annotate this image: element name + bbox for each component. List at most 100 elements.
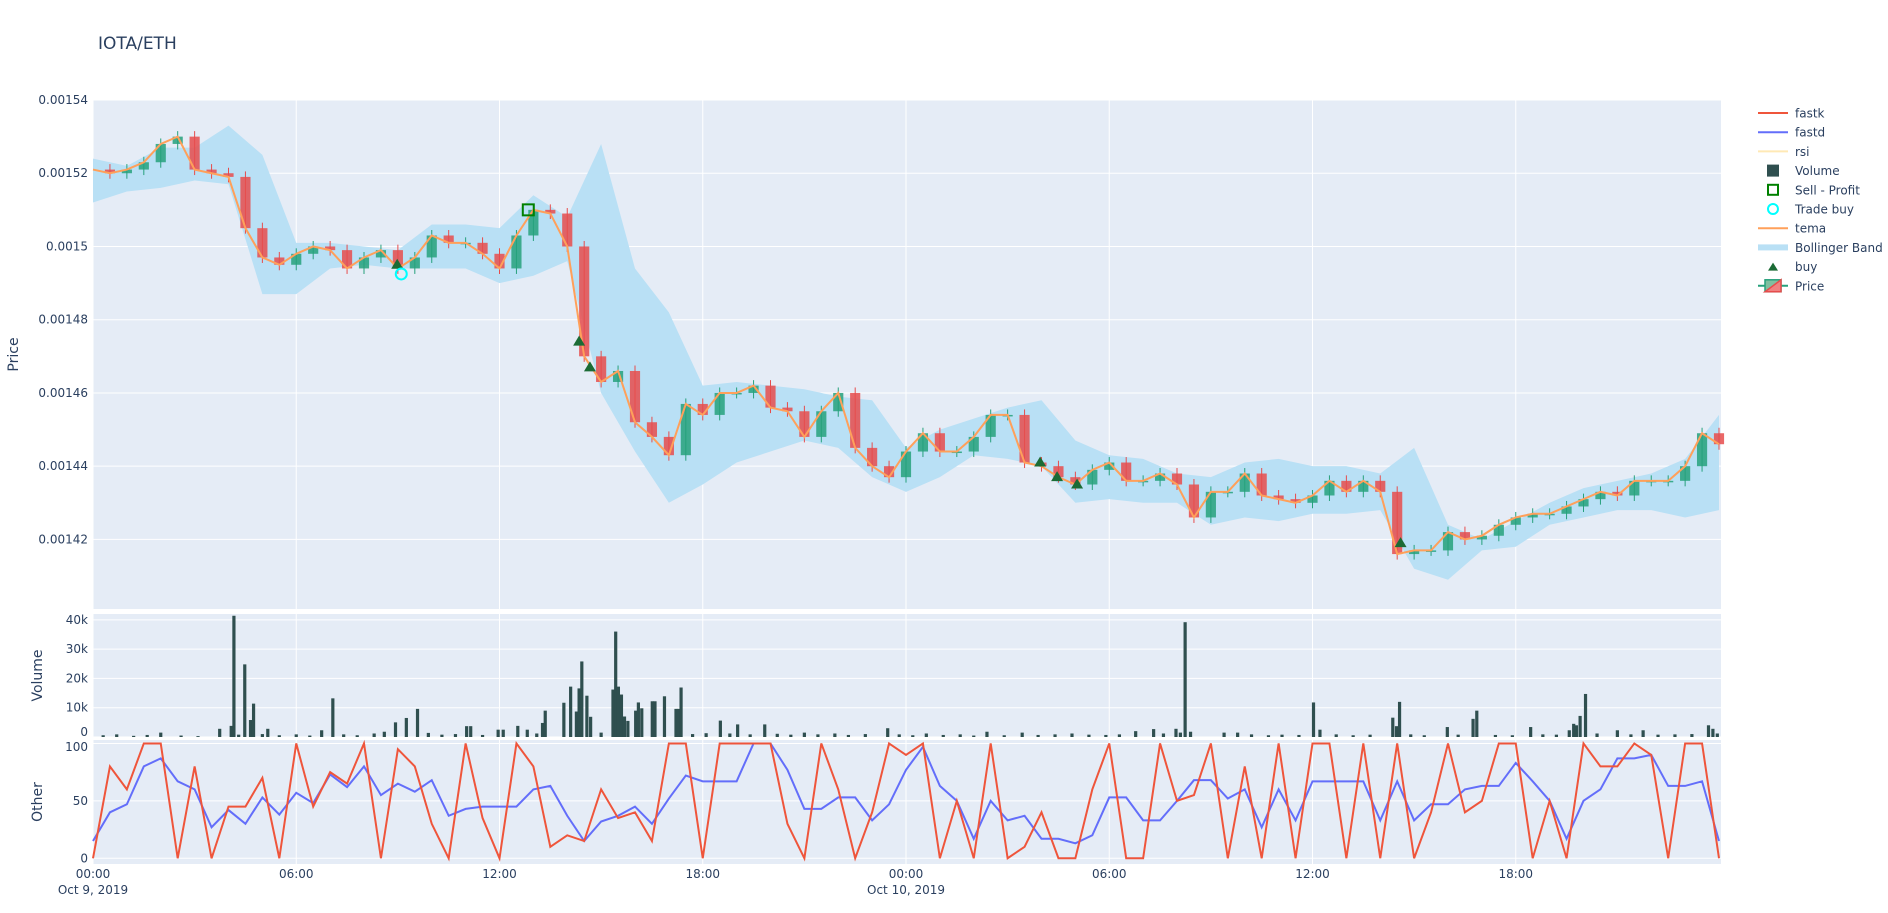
volume-bar xyxy=(266,728,270,737)
price-candle xyxy=(629,370,641,423)
volume-y-tick-label: 10k xyxy=(66,701,88,715)
volume-bar xyxy=(611,689,615,737)
price-candle xyxy=(850,392,861,448)
price-candle xyxy=(1121,462,1132,481)
price-candle xyxy=(1053,466,1064,478)
volume-legend-icon xyxy=(1767,164,1779,177)
volume-bar xyxy=(248,720,253,737)
volume-bar xyxy=(1422,735,1426,737)
price-candle xyxy=(663,436,674,456)
price-candle xyxy=(748,385,759,393)
volume-bar xyxy=(690,734,695,737)
volume-bar xyxy=(1475,710,1479,737)
legend-item-price[interactable]: Price xyxy=(1758,278,1824,293)
price-candle xyxy=(291,253,302,265)
volume-bar xyxy=(941,734,945,737)
volume-bar xyxy=(115,734,119,737)
price-candle xyxy=(816,411,827,437)
volume-bar xyxy=(145,734,149,737)
legend-item-trade-buy[interactable]: Trade buy xyxy=(1767,203,1854,217)
volume-bar xyxy=(958,734,962,737)
volume-bar xyxy=(718,720,722,737)
price-candle xyxy=(1087,469,1098,485)
x-tick-label: 06:00 xyxy=(1092,867,1127,881)
volume-bar xyxy=(229,725,233,737)
price-candle xyxy=(274,257,285,265)
price-candle xyxy=(1612,491,1623,496)
price-candle xyxy=(867,447,878,467)
price-y-tick-label: 0.00146 xyxy=(38,386,88,400)
buy-legend-icon xyxy=(1768,262,1778,271)
legend-item-sell-profit[interactable]: Sell - Profit xyxy=(1767,183,1860,197)
price-candle xyxy=(325,246,336,251)
volume-bar xyxy=(736,724,740,737)
legend-item-tema[interactable]: tema xyxy=(1758,222,1826,236)
legend-label: tema xyxy=(1795,222,1826,236)
legend[interactable]: fastk fastd rsi Volume Sell - Profit Trade bu… xyxy=(1758,107,1883,294)
legend-item-buy[interactable]: buy xyxy=(1768,260,1817,274)
price-candle xyxy=(934,433,945,452)
fastd-line xyxy=(92,742,1720,845)
volume-bar xyxy=(440,734,444,737)
volume-bar xyxy=(972,735,976,737)
price-candle xyxy=(189,136,200,170)
legend-label: Trade buy xyxy=(1794,203,1854,217)
price-candle xyxy=(917,433,929,452)
legend-item-volume[interactable]: Volume xyxy=(1767,164,1840,178)
candle-legend-body-down xyxy=(1762,278,1782,293)
legend-item-bollinger-band[interactable]: Bollinger Band xyxy=(1758,241,1883,255)
x-tick-date-label: Oct 9, 2019 xyxy=(58,883,128,897)
volume-bar xyxy=(924,733,928,737)
price-candle xyxy=(1019,414,1030,463)
chart-title: IOTA/ETH xyxy=(98,34,177,54)
price-candle xyxy=(1629,480,1640,496)
price-y-tick-label: 0.00154 xyxy=(38,93,88,107)
volume-bar xyxy=(1280,734,1284,737)
volume-bar xyxy=(833,733,837,737)
price-candle xyxy=(494,253,505,269)
other-panel-bg xyxy=(93,740,1721,864)
volume-bar xyxy=(540,722,545,737)
volume-bar xyxy=(372,733,376,737)
price-candle xyxy=(443,235,454,243)
x-tick-label: 12:00 xyxy=(482,867,517,881)
volume-bar xyxy=(1087,734,1091,737)
volume-bar xyxy=(501,729,505,737)
legend-item-fastd[interactable]: fastd xyxy=(1758,126,1825,140)
price-candle xyxy=(612,370,624,382)
volume-bar xyxy=(634,710,638,737)
other-y-tick-label: 50 xyxy=(73,794,88,808)
candle-legend-icon xyxy=(1758,278,1788,293)
volume-bar xyxy=(911,735,915,737)
price-candle xyxy=(765,385,776,408)
volume-bar xyxy=(863,734,867,737)
volume-bar xyxy=(802,732,806,737)
price-y-tick-label: 0.00144 xyxy=(38,459,88,473)
buy-marker xyxy=(573,335,586,346)
volume-bar xyxy=(1391,717,1395,737)
volume-bar xyxy=(101,735,105,737)
price-candle xyxy=(562,213,573,247)
price-candle xyxy=(883,466,895,478)
volume-bar xyxy=(331,698,335,737)
volume-bar xyxy=(1554,734,1558,737)
price-candle xyxy=(1680,466,1691,481)
volume-bar xyxy=(616,686,621,737)
legend-item-rsi[interactable]: rsi xyxy=(1758,145,1810,159)
legend-item-fastk[interactable]: fastk xyxy=(1758,107,1825,121)
volume-bar xyxy=(243,664,247,737)
price-candle xyxy=(680,403,691,456)
volume-bar xyxy=(1002,735,1006,737)
volume-bar xyxy=(775,733,779,737)
price-candle xyxy=(1476,535,1487,540)
price-candle xyxy=(1154,473,1166,481)
volume-bar xyxy=(1578,715,1582,737)
price-candle xyxy=(392,250,403,269)
price-candle xyxy=(985,414,996,437)
volume-bar xyxy=(650,701,654,737)
price-candle xyxy=(1510,517,1521,525)
volume-bar xyxy=(1152,729,1156,737)
price-candle xyxy=(511,235,522,269)
volume-bar xyxy=(640,708,644,737)
volume-bar xyxy=(393,722,398,737)
